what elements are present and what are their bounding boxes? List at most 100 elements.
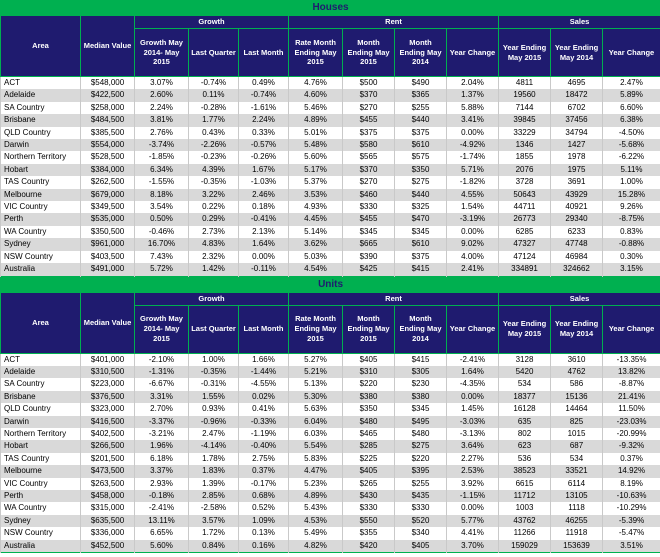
value-cell: 5.63% (288, 403, 343, 416)
value-cell: -4.35% (446, 378, 499, 391)
value-cell: 33229 (498, 126, 551, 140)
value-cell: -20.99% (601, 427, 660, 441)
value-cell: $270 (342, 101, 395, 115)
value-cell: 34794 (550, 126, 603, 140)
value-cell: 3.62% (288, 238, 343, 251)
value-cell: 5.54% (288, 440, 343, 453)
table-row: WA Country $350,500 -0.46% 2.73% 2.13% 5.14% $… (0, 225, 660, 239)
value-cell: 3728 (498, 176, 551, 189)
value-cell: $370 (342, 89, 395, 102)
value-cell: 5.14% (288, 225, 343, 239)
value-cell: -1.85% (134, 151, 189, 164)
value-cell: 5.89% (602, 89, 660, 102)
value-cell: 11266 (498, 527, 551, 540)
table-row: Northern Territory $528,500 -1.85% -0.23% -0… (0, 151, 660, 164)
value-cell: 3.70% (446, 539, 499, 553)
value-cell: 0.50% (134, 213, 189, 226)
value-cell: 802 (498, 427, 551, 441)
value-cell: 5.27% (288, 353, 343, 366)
value-cell: 46984 (550, 250, 603, 264)
value-cell: 4.00% (446, 250, 499, 264)
value-cell: $416,500 (80, 415, 135, 428)
value-cell: 0.84% (188, 539, 239, 553)
area-cell: Northern Territory (0, 427, 81, 441)
value-cell: 0.49% (238, 76, 289, 90)
value-cell: $495 (394, 415, 447, 428)
value-cell: 0.30% (602, 250, 660, 264)
area-cell: QLD Country (0, 403, 81, 416)
value-cell: 0.68% (238, 489, 289, 503)
area-cell: NSW Country (0, 527, 81, 540)
area-cell: VIC Country (0, 477, 81, 490)
value-cell: 3.37% (134, 465, 189, 478)
col-header-rent-year-change: Year Change (446, 28, 499, 77)
col-header-sales-2015: Year Ending May 2015 (498, 28, 551, 77)
value-cell: $345 (342, 225, 395, 239)
value-cell: $375 (342, 126, 395, 140)
value-cell: $480 (394, 427, 447, 441)
value-cell: 1118 (550, 502, 603, 515)
value-cell: -0.35% (188, 176, 239, 189)
group-header-rent: Rent (288, 15, 499, 29)
value-cell: 4.54% (288, 263, 343, 276)
value-cell: 4.55% (446, 188, 499, 202)
value-cell: $535,000 (80, 213, 135, 226)
value-cell: $201,500 (80, 452, 135, 466)
value-cell: $520 (394, 514, 447, 528)
value-cell: 2.41% (446, 263, 499, 276)
value-cell: -0.11% (238, 263, 289, 276)
value-cell: -1.82% (446, 176, 499, 189)
value-cell: 1.09% (238, 514, 289, 528)
value-cell: $375 (394, 250, 447, 264)
value-cell: $345 (394, 403, 447, 416)
value-cell: 1978 (550, 151, 603, 164)
value-cell: 4.41% (446, 527, 499, 540)
table-row: TAS Country $201,500 6.18% 1.78% 2.75% 5.83% $… (0, 452, 660, 466)
value-cell: 46255 (550, 514, 603, 528)
col-header-median-value: Median Value (80, 15, 135, 77)
value-cell: $340 (394, 527, 447, 540)
value-cell: 3.15% (602, 263, 660, 276)
value-cell: -1.15% (446, 489, 499, 503)
value-cell: $275 (394, 440, 447, 453)
value-cell: 0.02% (238, 390, 289, 404)
area-cell: TAS Country (0, 176, 81, 189)
value-cell: 2.13% (238, 225, 289, 239)
area-cell: WA Country (0, 225, 81, 239)
value-cell: $265 (342, 477, 395, 490)
table-row: Brisbane $376,500 3.31% 1.55% 0.02% 5.30% $380… (0, 390, 660, 404)
value-cell: 47327 (498, 238, 551, 251)
area-cell: Darwin (0, 415, 81, 428)
col-header-last-quarter: Last Quarter (188, 28, 239, 77)
houses-table-title: Houses (0, 0, 660, 16)
value-cell: -5.39% (601, 514, 660, 528)
col-header-last-month: Last Month (238, 28, 289, 77)
value-cell: -4.14% (188, 440, 239, 453)
table-row: Brisbane $484,500 3.81% 1.77% 2.24% 4.89% $455… (0, 114, 660, 127)
value-cell: 2.53% (446, 465, 499, 478)
value-cell: 1.55% (188, 390, 239, 404)
value-cell: 4695 (550, 76, 603, 90)
area-cell: Hobart (0, 163, 81, 177)
col-header-rent-year-change: Year Change (446, 304, 499, 354)
value-cell: $330 (394, 502, 447, 515)
value-cell: $375 (394, 126, 447, 140)
value-cell: $430 (342, 489, 395, 503)
value-cell: 1.77% (188, 114, 239, 127)
value-cell: $480 (342, 415, 395, 428)
area-cell: Sydney (0, 238, 81, 251)
value-cell: $345 (394, 225, 447, 239)
value-cell: $403,500 (80, 250, 135, 264)
table-row: SA Country $223,000 -6.67% -0.31% -4.55% 5.13… (0, 378, 660, 391)
value-cell: 1.67% (238, 163, 289, 177)
value-cell: $405 (342, 465, 395, 478)
houses-table: Houses Area Median Value Growth Rent Sal… (0, 0, 660, 277)
value-cell: 2.04% (446, 76, 499, 90)
value-cell: $315,000 (80, 502, 135, 515)
value-cell: -4.50% (602, 126, 660, 140)
value-cell: 0.13% (238, 527, 289, 540)
value-cell: $380 (394, 390, 447, 404)
value-cell: 2.60% (134, 89, 189, 102)
value-cell: 15.28% (602, 188, 660, 202)
value-cell: -1.74% (446, 151, 499, 164)
